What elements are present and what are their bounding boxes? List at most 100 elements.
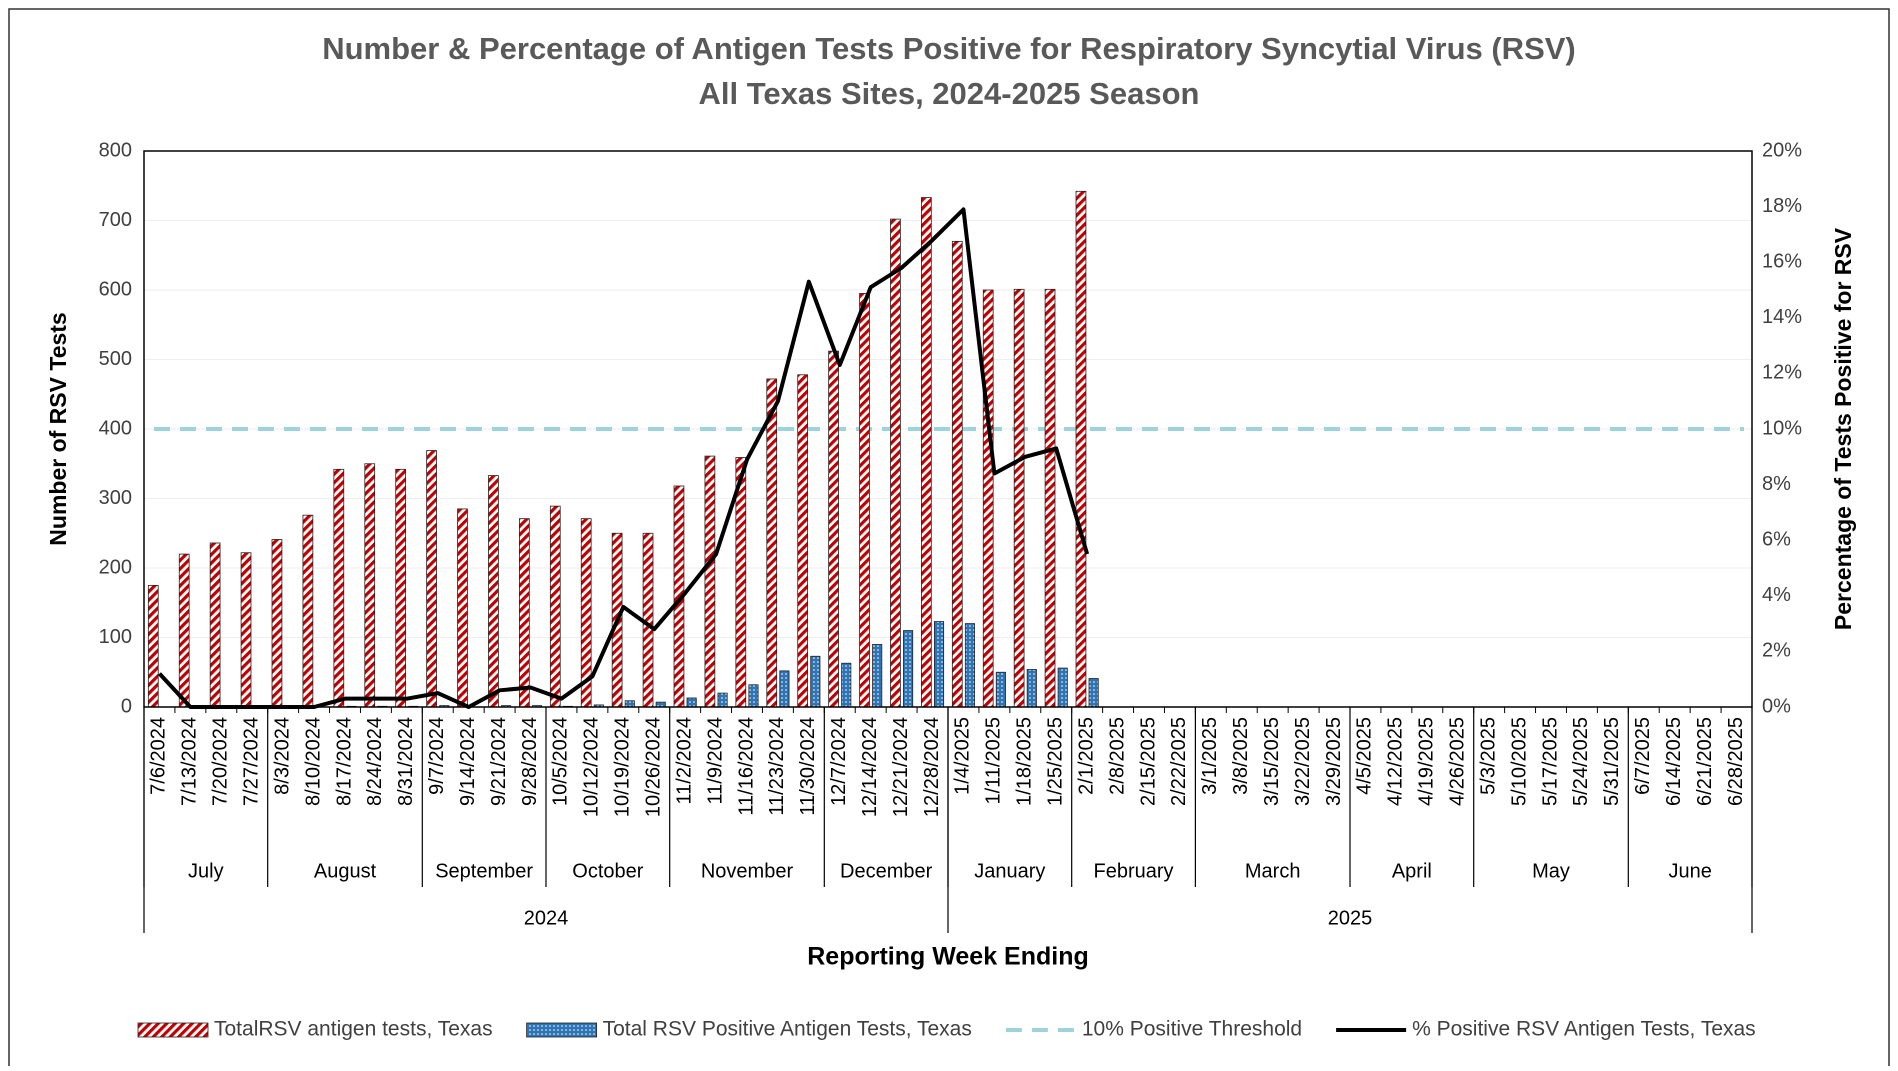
bar [549,505,561,708]
bar [1088,678,1099,708]
x-tick-label: 2/1/2025 [1075,717,1097,795]
x-tick-label: 8/24/2024 [364,717,386,806]
x-tick-label: 7/6/2024 [148,717,170,795]
x-tick-label: 12/28/2024 [921,717,943,817]
bar [828,350,839,708]
y2-tick-label: 12% [1762,362,1802,384]
month-label: November [701,860,794,882]
x-tick-label: 9/14/2024 [457,717,479,806]
x-tick-label: 6/14/2025 [1663,717,1685,806]
y-tick-label: 100 [99,626,132,648]
x-tick-label: 12/14/2024 [859,717,881,817]
y-tick-label: 500 [99,348,132,370]
bar [872,644,883,708]
y2-tick-label: 4% [1762,584,1791,606]
line [157,207,1090,709]
x-tick-label: 1/11/2025 [983,717,1005,805]
bar [995,671,1006,708]
chart-subtitle: All Texas Sites, 2024-2025 Season [699,76,1200,111]
month-label: January [974,860,1045,882]
x-tick-label: 1/4/2025 [952,717,974,795]
bar [704,455,716,708]
x-tick-label: 3/15/2025 [1261,717,1283,806]
x-tick-label: 11/30/2024 [797,717,819,816]
bar [519,518,530,708]
bar [488,475,499,708]
month-label: February [1094,860,1174,882]
y-tick-label: 400 [99,417,132,439]
legend-swatch [137,1022,209,1038]
bar [395,468,407,708]
bar [178,553,190,708]
bar [797,374,809,708]
month-label: April [1392,860,1432,882]
x-tick-label: 7/13/2024 [179,717,201,806]
x-tick-label: 1/25/2025 [1045,717,1067,806]
x-tick-label: 6/28/2025 [1725,717,1747,806]
x-tick-label: 3/22/2025 [1292,717,1314,806]
bar [982,289,994,708]
x-tick-label: 4/26/2025 [1447,717,1469,806]
month-label: May [1532,860,1570,882]
bar [1057,667,1068,708]
bar [302,514,314,708]
x-tick-label: 3/1/2025 [1199,717,1221,795]
y-tick-label: 800 [99,139,132,161]
bar [333,468,345,708]
x-tick-label: 1/18/2025 [1014,717,1036,806]
x-tick-label: 4/19/2025 [1416,717,1438,806]
legend: TotalRSV antigen tests, Texas Total RSV P… [137,1018,1756,1041]
x-tick-label: 3/8/2025 [1230,717,1252,795]
bar [1013,288,1025,708]
x-tick-label: 5/17/2025 [1539,717,1561,806]
x-tick-label: 4/12/2025 [1385,717,1407,806]
bar [748,684,759,708]
bar [1026,669,1037,708]
y2-tick-label: 8% [1762,473,1791,495]
legend-label: 10% Positive Threshold [1082,1018,1302,1041]
bar [951,240,963,708]
bar [1044,288,1056,708]
bar [1075,190,1087,708]
bar [364,463,376,708]
bar [209,542,221,708]
legend-swatch [526,1022,598,1038]
bar [240,552,252,708]
x-axis-title: Reporting Week Ending [807,943,1089,971]
y2-tick-label: 0% [1762,695,1791,717]
x-tick-label: 8/17/2024 [333,717,355,806]
x-tick-label: 2/15/2025 [1137,717,1159,806]
x-tick-label: 5/31/2025 [1601,717,1623,806]
x-tick-label: 11/9/2024 [704,717,726,805]
y-tick-label: 300 [99,487,132,509]
y2-tick-label: 18% [1762,195,1802,217]
x-tick-label: 7/27/2024 [241,717,263,806]
x-tick-label: 2/22/2025 [1168,717,1190,806]
legend-label: TotalRSV antigen tests, Texas [214,1018,493,1041]
x-tick-label: 8/3/2024 [271,717,293,795]
month-label: October [572,860,643,882]
chart-title: Number & Percentage of Antigen Tests Pos… [322,31,1576,66]
x-tick-label: 12/21/2024 [890,717,912,817]
x-tick-label: 4/5/2025 [1354,717,1376,795]
frame [8,8,1890,1071]
x-tick-label: 5/24/2025 [1570,717,1592,806]
y-tick-label: 200 [99,556,132,578]
bar [921,197,932,708]
bar [686,697,697,708]
y2-tick-label: 6% [1762,528,1791,550]
bar [964,623,975,708]
x-tick-label: 10/12/2024 [581,717,603,817]
bar [779,670,790,708]
bar [717,692,728,708]
month-label: August [314,860,377,882]
x-tick-label: 6/7/2025 [1632,717,1654,795]
bar [810,655,821,708]
bar [271,539,283,708]
x-tick-label: 8/10/2024 [302,717,324,806]
y2-tick-label: 10% [1762,417,1802,439]
month-label: March [1245,860,1301,882]
x-tick-label: 6/21/2025 [1694,717,1716,806]
bar [933,621,945,708]
